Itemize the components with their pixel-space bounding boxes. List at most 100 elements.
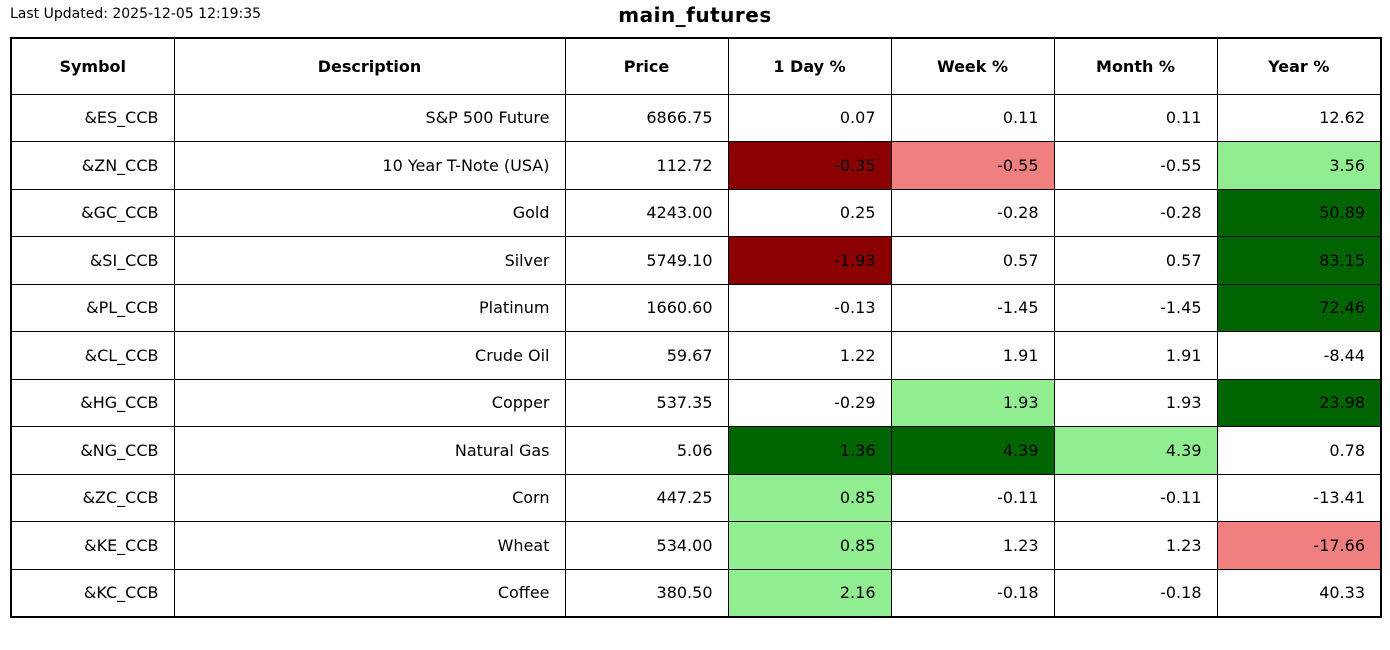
pct-cell: 2.16 [727, 568, 892, 617]
pct-cell: 1.36 [727, 426, 892, 475]
description-cell: Corn [173, 473, 566, 522]
description-cell: 10 Year T-Note (USA) [173, 141, 566, 190]
symbol-cell: &KE_CCB [10, 521, 175, 570]
pct-cell: 3.56 [1216, 141, 1382, 190]
price-cell: 4243.00 [564, 188, 729, 237]
page-title: main_futures [618, 3, 772, 27]
col-header-year: Year % [1216, 37, 1382, 95]
pct-cell: 0.07 [727, 93, 892, 142]
pct-cell: 4.39 [1053, 426, 1218, 475]
price-cell: 5749.10 [564, 236, 729, 285]
symbol-cell: &ES_CCB [10, 93, 175, 142]
price-cell: 1660.60 [564, 283, 729, 332]
pct-cell: 1.22 [727, 331, 892, 380]
pct-cell: 1.93 [1053, 378, 1218, 427]
description-cell: Copper [173, 378, 566, 427]
pct-cell: 0.11 [1053, 93, 1218, 142]
price-cell: 5.06 [564, 426, 729, 475]
pct-cell: -8.44 [1216, 331, 1382, 380]
pct-cell: 1.23 [890, 521, 1055, 570]
pct-cell: 1.93 [890, 378, 1055, 427]
price-cell: 447.25 [564, 473, 729, 522]
col-header-1-day: 1 Day % [727, 37, 892, 95]
pct-cell: -0.18 [890, 568, 1055, 617]
symbol-cell: &SI_CCB [10, 236, 175, 285]
symbol-cell: &PL_CCB [10, 283, 175, 332]
description-cell: Coffee [173, 568, 566, 617]
pct-cell: 40.33 [1216, 568, 1382, 617]
pct-cell: 0.85 [727, 521, 892, 570]
description-cell: Crude Oil [173, 331, 566, 380]
symbol-cell: &ZN_CCB [10, 141, 175, 190]
price-cell: 112.72 [564, 141, 729, 190]
pct-cell: -1.93 [727, 236, 892, 285]
symbol-cell: &NG_CCB [10, 426, 175, 475]
table-row: &HG_CCB Copper 537.35 -0.29 1.93 1.93 23.98 [10, 378, 1382, 427]
symbol-cell: &CL_CCB [10, 331, 175, 380]
last-updated-timestamp: Last Updated: 2025-12-05 12:19:35 [10, 6, 262, 22]
pct-cell: -0.11 [1053, 473, 1218, 522]
symbol-cell: &HG_CCB [10, 378, 175, 427]
pct-cell: 1.91 [1053, 331, 1218, 380]
col-header-week: Week % [890, 37, 1055, 95]
futures-table: Symbol Description Price 1 Day % Week % Month… [10, 37, 1382, 618]
table-row: &NG_CCB Natural Gas 5.06 1.36 4.39 4.39 0.78 [10, 426, 1382, 475]
description-cell: Silver [173, 236, 566, 285]
pct-cell: 0.57 [1053, 236, 1218, 285]
pct-cell: -0.28 [890, 188, 1055, 237]
price-cell: 6866.75 [564, 93, 729, 142]
price-cell: 59.67 [564, 331, 729, 380]
pct-cell: 50.89 [1216, 188, 1382, 237]
description-cell: Gold [173, 188, 566, 237]
symbol-cell: &ZC_CCB [10, 473, 175, 522]
price-cell: 537.35 [564, 378, 729, 427]
table-row: &KE_CCB Wheat 534.00 0.85 1.23 1.23 -17.66 [10, 521, 1382, 570]
pct-cell: -13.41 [1216, 473, 1382, 522]
pct-cell: 4.39 [890, 426, 1055, 475]
header-row: Symbol Description Price 1 Day % Week % Month… [10, 37, 1382, 95]
symbol-cell: &KC_CCB [10, 568, 175, 617]
table-row: &SI_CCB Silver 5749.10 -1.93 0.57 0.57 83.15 [10, 236, 1382, 285]
col-header-description: Description [173, 37, 566, 95]
pct-cell: -0.35 [727, 141, 892, 190]
pct-cell: -0.29 [727, 378, 892, 427]
table-row: &GC_CCB Gold 4243.00 0.25 -0.28 -0.28 50.89 [10, 188, 1382, 237]
col-header-price: Price [564, 37, 729, 95]
pct-cell: -0.55 [890, 141, 1055, 190]
table-row: &CL_CCB Crude Oil 59.67 1.22 1.91 1.91 -8.44 [10, 331, 1382, 380]
pct-cell: 83.15 [1216, 236, 1382, 285]
pct-cell: 23.98 [1216, 378, 1382, 427]
pct-cell: -0.11 [890, 473, 1055, 522]
pct-cell: 0.57 [890, 236, 1055, 285]
pct-cell: 72.46 [1216, 283, 1382, 332]
col-header-month: Month % [1053, 37, 1218, 95]
pct-cell: -1.45 [1053, 283, 1218, 332]
price-cell: 534.00 [564, 521, 729, 570]
table-row: &ZC_CCB Corn 447.25 0.85 -0.11 -0.11 -13.41 [10, 473, 1382, 522]
pct-cell: 1.23 [1053, 521, 1218, 570]
price-cell: 380.50 [564, 568, 729, 617]
pct-cell: -0.55 [1053, 141, 1218, 190]
pct-cell: 12.62 [1216, 93, 1382, 142]
table-row: &KC_CCB Coffee 380.50 2.16 -0.18 -0.18 40.33 [10, 568, 1382, 617]
col-header-symbol: Symbol [10, 37, 175, 95]
description-cell: Natural Gas [173, 426, 566, 475]
pct-cell: -0.28 [1053, 188, 1218, 237]
pct-cell: -0.13 [727, 283, 892, 332]
pct-cell: 0.78 [1216, 426, 1382, 475]
pct-cell: 0.11 [890, 93, 1055, 142]
pct-cell: 0.25 [727, 188, 892, 237]
pct-cell: -17.66 [1216, 521, 1382, 570]
pct-cell: -1.45 [890, 283, 1055, 332]
pct-cell: -0.18 [1053, 568, 1218, 617]
description-cell: Wheat [173, 521, 566, 570]
symbol-cell: &GC_CCB [10, 188, 175, 237]
pct-cell: 1.91 [890, 331, 1055, 380]
table-row: &ES_CCB S&P 500 Future 6866.75 0.07 0.11 0.11… [10, 93, 1382, 142]
table-body: &ES_CCB S&P 500 Future 6866.75 0.07 0.11 0.11… [10, 93, 1382, 617]
pct-cell: 0.85 [727, 473, 892, 522]
description-cell: S&P 500 Future [173, 93, 566, 142]
table-row: &ZN_CCB 10 Year T-Note (USA) 112.72 -0.35 -0… [10, 141, 1382, 190]
description-cell: Platinum [173, 283, 566, 332]
table-row: &PL_CCB Platinum 1660.60 -0.13 -1.45 -1.45 72.… [10, 283, 1382, 332]
